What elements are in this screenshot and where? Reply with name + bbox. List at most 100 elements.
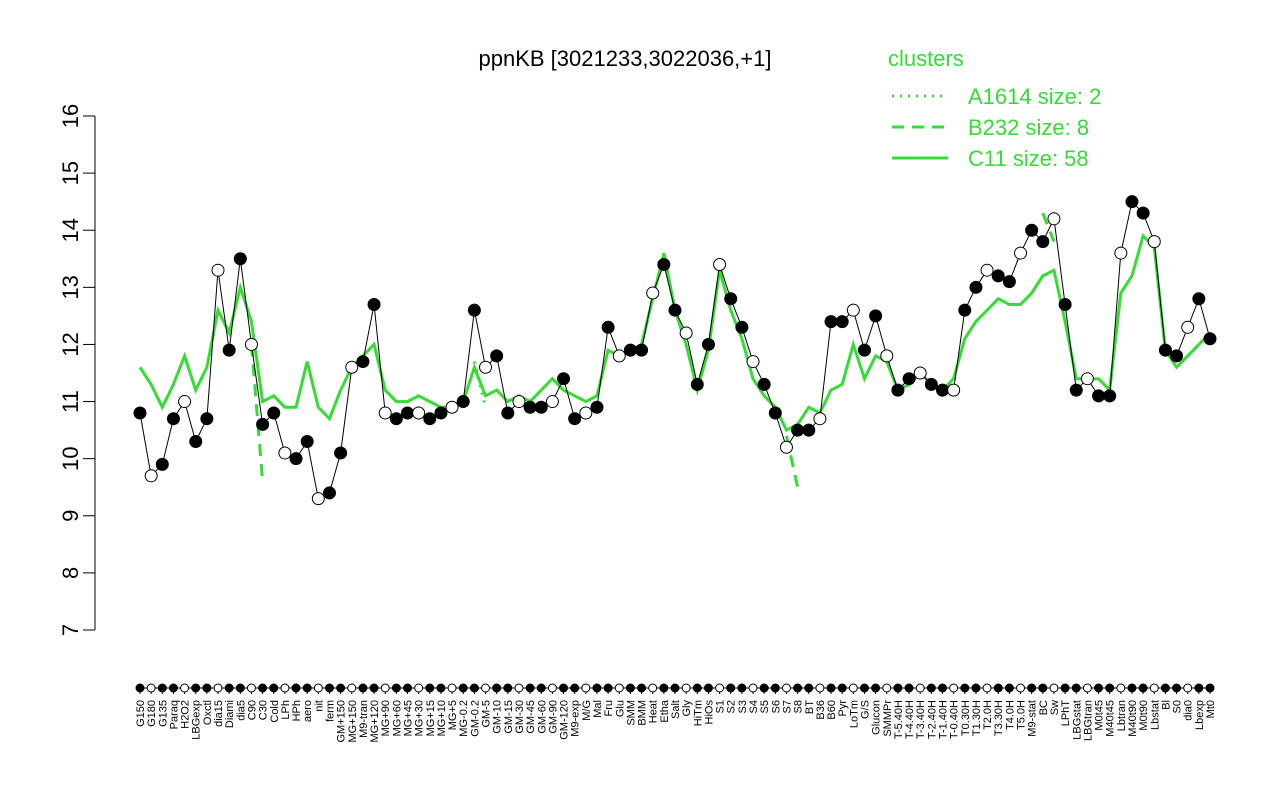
plot-area xyxy=(95,96,1213,630)
data-point-filled xyxy=(1036,235,1050,249)
rug-marker xyxy=(960,683,970,693)
rug-marker xyxy=(559,683,569,693)
rug-marker xyxy=(1172,683,1182,693)
data-point-filled xyxy=(401,406,414,420)
x-tick-label: Glu xyxy=(614,700,626,717)
data-point-filled xyxy=(991,269,1005,283)
x-tick-label: BMM xyxy=(637,700,649,726)
rug-marker xyxy=(681,683,691,693)
data-point-filled xyxy=(155,457,169,471)
rug-marker xyxy=(1205,683,1215,693)
data-point-filled xyxy=(969,280,983,294)
rug-marker xyxy=(168,683,178,693)
x-tick-label: S3 xyxy=(737,700,749,713)
x-tick-label: BT xyxy=(804,700,816,714)
rug-marker xyxy=(291,683,301,693)
rug-marker xyxy=(570,683,580,693)
data-point-filled xyxy=(300,435,314,449)
x-tick-label: LBGexp xyxy=(191,700,203,740)
rug-marker xyxy=(904,683,914,693)
x-tick-label: MG+15 xyxy=(425,700,437,736)
rug-marker xyxy=(837,683,847,693)
y-tick-label: 7 xyxy=(58,624,83,636)
rug-marker xyxy=(893,683,903,693)
rug-marker xyxy=(1060,683,1070,693)
x-tick-label: S8 xyxy=(793,700,805,713)
x-tick-label: M9-tran xyxy=(358,700,370,738)
rug-marker xyxy=(1071,683,1081,693)
rug-marker xyxy=(859,683,869,693)
rug-marker xyxy=(1016,683,1026,693)
x-tick-label: Fru xyxy=(603,700,615,717)
cluster-series-dashed xyxy=(1041,212,1056,243)
data-point-open xyxy=(612,349,626,363)
rug-marker xyxy=(581,683,591,693)
x-tick-label: GM+150 xyxy=(336,700,348,743)
x-tick-label: S4 xyxy=(748,700,760,713)
data-point-filled xyxy=(568,412,582,426)
rug-marker xyxy=(514,683,524,693)
x-tick-label: H2O2 xyxy=(180,700,192,729)
data-point-filled xyxy=(334,446,348,460)
rug-marker xyxy=(1105,683,1115,693)
x-tick-label: SMM xyxy=(625,700,637,726)
rug-marker xyxy=(938,683,947,693)
x-tick-label: T3.30H xyxy=(993,700,1005,736)
data-point-filled xyxy=(501,406,515,420)
rug-marker xyxy=(659,683,669,693)
rug-marker xyxy=(1038,683,1048,693)
rug-marker xyxy=(269,683,279,693)
rug-marker xyxy=(703,683,713,693)
x-tick-label: GM-10 xyxy=(492,700,504,734)
data-point-filled xyxy=(557,372,571,386)
rug-marker xyxy=(793,683,803,693)
x-tick-label: Mt0 xyxy=(1205,700,1217,718)
data-point-open xyxy=(278,446,292,460)
x-tick-label: S7 xyxy=(781,700,793,713)
data-point-filled xyxy=(267,406,281,420)
rug-marker xyxy=(191,683,201,693)
rug-marker xyxy=(748,683,758,693)
x-tick-label: M/G xyxy=(581,700,593,721)
data-point-filled xyxy=(1192,292,1206,306)
x-tick-label: Gly xyxy=(681,700,693,717)
rug-marker xyxy=(1127,683,1137,693)
x-tick-label: M40t90 xyxy=(1127,700,1139,737)
rug-marker xyxy=(815,683,825,693)
data-point-open xyxy=(579,406,593,420)
legend: clusters A1614 size: 2 B232 size: 8 C11 si… xyxy=(888,46,1101,171)
rug-marker xyxy=(436,683,446,693)
x-tick-label: C30 xyxy=(258,700,270,720)
data-point-filled xyxy=(757,377,771,391)
data-point-filled xyxy=(534,400,548,414)
data-point-open xyxy=(980,263,994,277)
rug-marker xyxy=(1094,683,1104,693)
x-tick-label: HiTm xyxy=(692,700,704,726)
rug-marker xyxy=(759,683,769,693)
cluster-lines xyxy=(138,212,1212,488)
rug-marker xyxy=(949,683,959,693)
data-point-open xyxy=(1147,235,1161,249)
x-tick-label: Lbstat xyxy=(1149,700,1161,730)
rug-marker xyxy=(871,683,881,693)
x-tick-label: MG+5 xyxy=(447,700,459,730)
data-point-filled xyxy=(1136,206,1150,220)
x-tick-label: T-0.40H xyxy=(949,700,961,739)
rug-marker xyxy=(258,683,268,693)
rug-marker xyxy=(715,683,725,693)
data-point-filled xyxy=(166,412,180,426)
data-point-filled xyxy=(802,423,816,437)
legend-label: A1614 size: 2 xyxy=(968,84,1101,109)
data-point-open xyxy=(144,469,158,483)
rug-marker xyxy=(447,683,457,693)
x-tick-label: aero xyxy=(302,700,314,722)
data-point-filled xyxy=(635,343,649,357)
data-point-filled xyxy=(434,406,448,420)
y-axis: 7 8 9 10 11 12 13 14 15 16 xyxy=(58,104,96,636)
data-point-open xyxy=(445,400,459,414)
x-tick-label: LoTm xyxy=(848,700,860,728)
x-tick-label: M9-exp xyxy=(570,700,582,737)
rug-marker xyxy=(503,683,513,693)
rug-marker xyxy=(882,683,892,693)
x-tick-label: LBGtran xyxy=(1082,700,1094,741)
